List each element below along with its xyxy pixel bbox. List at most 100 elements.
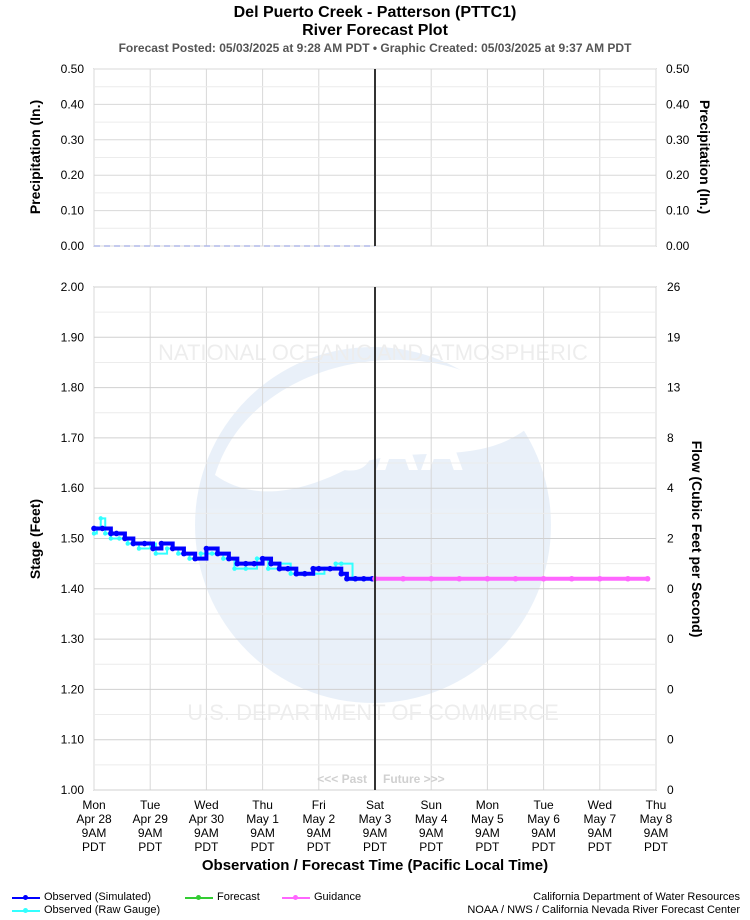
past-label: <<< Past — [317, 772, 367, 786]
stage-tick-label: 1.30 — [61, 632, 85, 646]
time-tick-label: Sat May 3 9AM PDT — [359, 798, 392, 854]
observed-simulated-point — [327, 565, 333, 572]
observed-simulated-point — [285, 565, 291, 572]
precip-left-tick-label: 0.10 — [61, 204, 85, 218]
time-tick-label: Tue May 6 9AM PDT — [527, 798, 560, 854]
precip-right-tick-label: 0.40 — [666, 97, 690, 111]
legend-swatch-observed-raw — [12, 906, 40, 915]
svg-text:U.S. DEPARTMENT OF COMMERCE: U.S. DEPARTMENT OF COMMERCE — [187, 700, 559, 725]
stage-axis-title: Stage (Feet) — [27, 499, 43, 579]
svg-text:NATIONAL OCEANIC AND ATMOSPHER: NATIONAL OCEANIC AND ATMOSPHERIC — [158, 340, 588, 365]
stage-tick-label: 1.40 — [61, 582, 85, 596]
stage-tick-label: 1.50 — [61, 532, 85, 546]
guidance-point — [456, 575, 463, 582]
observed-simulated-point — [344, 575, 350, 582]
observed-raw-gauge-point — [108, 536, 114, 541]
guidance-point — [400, 575, 406, 582]
guidance-point — [484, 575, 491, 582]
precip-left-tick-label: 0.00 — [61, 239, 85, 253]
observed-simulated-point — [141, 540, 148, 547]
observed-simulated-point — [91, 525, 97, 532]
flow-tick-label: 0 — [667, 632, 674, 646]
guidance-point — [644, 575, 651, 582]
observed-simulated-point — [276, 565, 283, 572]
observed-simulated-point — [130, 540, 137, 547]
observed-raw-gauge-point — [243, 566, 248, 571]
flow-axis-title: Flow (Cubic Feet per Second) — [689, 441, 705, 638]
observed-simulated-point — [338, 570, 345, 577]
observed-raw-gauge-point — [153, 551, 159, 556]
stage-tick-label: 1.60 — [61, 481, 85, 495]
chart-title: Del Puerto Creek - Patterson (PTTC1) — [233, 4, 517, 21]
flow-tick-label: 2 — [667, 532, 674, 546]
observed-simulated-point — [301, 570, 308, 577]
observed-simulated-point — [181, 550, 187, 557]
observed-simulated-point — [99, 525, 106, 532]
observed-simulated-point — [310, 565, 316, 572]
time-tick-label: Tue Apr 29 9AM PDT — [133, 798, 169, 854]
observed-simulated-point — [352, 575, 359, 582]
stage-tick-labels: 1.00 0 1.10 0 1.20 0 1.30 0 1.40 0 1.50 2 1.60 4 1.70 8… — [61, 280, 681, 797]
precip-right-axis-title: Precipitation (In.) — [697, 100, 713, 214]
time-tick-label: Thu May 1 9AM PDT — [246, 798, 279, 854]
precip-right-tick-label: 0.20 — [666, 168, 690, 182]
observed-simulated-point — [259, 555, 266, 562]
series-layer — [91, 69, 651, 790]
posted-line: Forecast Posted: 05/03/2025 at 9:28 AM P… — [118, 41, 632, 55]
legend-label-observed-raw: Observed (Raw Gauge) — [44, 904, 161, 916]
flow-tick-label: 0 — [667, 733, 674, 747]
observed-simulated-point — [203, 545, 210, 552]
observed-simulated-point — [251, 560, 257, 567]
guidance-point — [540, 575, 547, 582]
observed-raw-gauge-point — [98, 516, 103, 521]
legend-label-observed-simulated: Observed (Simulated) — [44, 891, 151, 903]
precip-left-tick-label: 0.20 — [61, 168, 85, 182]
observed-simulated-point — [108, 530, 114, 537]
observed-simulated-point — [214, 550, 221, 557]
observed-raw-gauge-point — [339, 561, 344, 566]
observed-simulated-point — [122, 535, 128, 542]
legend-swatch-forecast — [185, 893, 213, 902]
legend-observed-raw: Observed (Raw Gauge) — [12, 904, 160, 916]
time-tick-label: Mon Apr 28 9AM PDT — [76, 798, 112, 854]
legend-swatch-guidance — [282, 893, 310, 902]
future-label: Future >>> — [383, 772, 445, 786]
observed-simulated-point — [268, 560, 274, 567]
guidance-point — [597, 575, 603, 582]
svg-text:NOAA: NOAA — [282, 415, 465, 484]
precip-right-tick-label: 0.30 — [666, 133, 690, 147]
precip-right-tick-label: 0.00 — [666, 239, 690, 253]
stage-tick-label: 1.00 — [61, 783, 85, 797]
legend-forecast: Forecast — [185, 891, 260, 903]
observed-simulated-point — [293, 570, 300, 577]
time-tick-label: Thu May 8 9AM PDT — [640, 798, 673, 854]
flow-tick-label: 8 — [667, 431, 674, 445]
time-tick-label: Fri May 2 9AM PDT — [302, 798, 335, 854]
observed-raw-gauge-point — [198, 551, 203, 556]
stage-tick-label: 1.10 — [61, 733, 85, 747]
observed-raw-gauge-point — [187, 556, 192, 561]
flow-tick-label: 0 — [667, 783, 674, 797]
stage-tick-label: 1.90 — [61, 330, 85, 344]
observed-simulated-point — [169, 545, 176, 552]
observed-simulated-point — [242, 560, 249, 567]
precip-right-tick-label: 0.50 — [666, 62, 690, 76]
observed-raw-gauge-point — [254, 556, 260, 561]
flow-tick-label: 26 — [667, 280, 681, 294]
legend-swatch-observed-simulated — [12, 893, 40, 902]
chart-subtitle: River Forecast Plot — [302, 22, 448, 39]
observed-raw-gauge-point — [288, 571, 293, 576]
guidance-point — [568, 575, 575, 582]
legend-label-guidance: Guidance — [314, 891, 362, 903]
precip-right-tick-label: 0.10 — [666, 204, 690, 218]
precip-left-tick-label: 0.30 — [61, 133, 85, 147]
time-axis-tick-labels: Mon Apr 28 9AM PDT Tue Apr 29 9AM PDT Wed Apr 30 9… — [76, 798, 672, 854]
time-axis-title: Observation / Forecast Time (Pacific Loc… — [202, 857, 548, 874]
observed-simulated-point — [234, 560, 241, 567]
time-tick-label: Wed May 7 9AM PDT — [583, 798, 616, 854]
time-tick-label: Mon May 5 9AM PDT — [471, 798, 504, 854]
observed-simulated-point — [113, 530, 120, 537]
legend-observed-simulated: Observed (Simulated) — [12, 891, 151, 903]
